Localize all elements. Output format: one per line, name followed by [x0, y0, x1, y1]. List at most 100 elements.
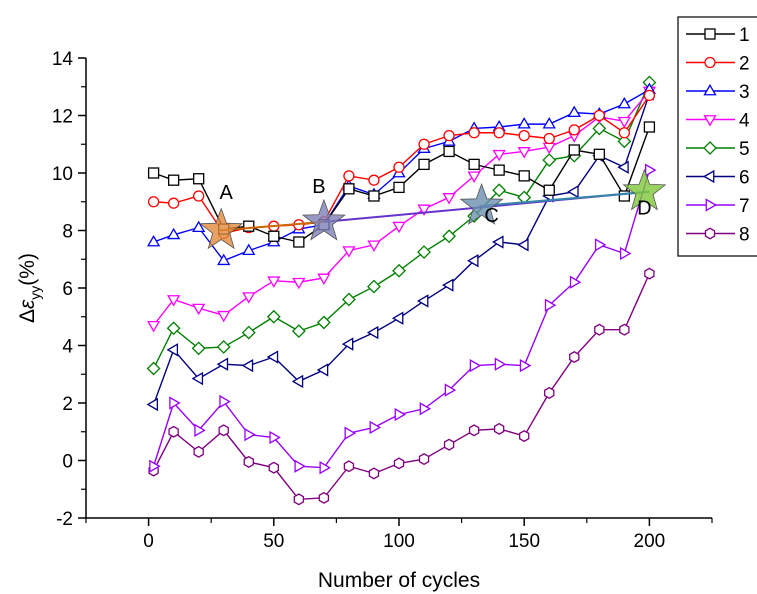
- y-axis-label-epsilon: ε: [16, 299, 39, 309]
- star-marker: [622, 168, 667, 211]
- data-point: [269, 430, 281, 445]
- data-point: [268, 461, 279, 474]
- data-point: [493, 164, 505, 176]
- data-point: [166, 321, 181, 336]
- data-point: [216, 340, 231, 354]
- y-tick-label: 4: [62, 337, 73, 358]
- data-point: [166, 343, 179, 357]
- legend-label: 5: [739, 139, 750, 160]
- data-point: [492, 149, 506, 162]
- data-point: [468, 158, 480, 171]
- data-point: [467, 171, 481, 183]
- data-point: [493, 127, 505, 139]
- data-point: [544, 298, 557, 312]
- data-point: [594, 238, 607, 252]
- x-tick-label: 100: [383, 531, 415, 552]
- data-point: [192, 220, 206, 233]
- data-point: [293, 236, 305, 248]
- data-point: [342, 246, 356, 258]
- data-point: [443, 145, 455, 158]
- data-point: [569, 350, 580, 364]
- data-point: [341, 337, 354, 351]
- data-point: [241, 325, 256, 340]
- legend-item: 5: [686, 139, 750, 160]
- data-point: [343, 170, 355, 182]
- data-point: [618, 127, 631, 139]
- data-point: [147, 167, 160, 179]
- y-tick-label: 14: [52, 49, 74, 70]
- data-point: [242, 243, 256, 256]
- data-point: [618, 190, 631, 202]
- data-point: [146, 234, 161, 247]
- data-point: [291, 324, 306, 339]
- data-point: [568, 124, 580, 136]
- y-tick-label: 10: [52, 164, 73, 185]
- data-point: [492, 183, 507, 198]
- annotation-label: D: [637, 198, 651, 220]
- y-axis-label-unit: (%): [16, 253, 39, 286]
- data-point: [391, 311, 404, 325]
- connector-line: [479, 190, 650, 208]
- data-point: [518, 170, 530, 182]
- data-point: [442, 193, 456, 205]
- series-8: [148, 267, 655, 506]
- data-point: [167, 174, 180, 186]
- legend-label: 6: [739, 168, 750, 189]
- legend-box: [677, 16, 757, 257]
- data-point: [517, 117, 531, 129]
- y-tick-label: 8: [62, 222, 73, 243]
- y-tick-label: 2: [62, 394, 73, 415]
- data-point: [193, 173, 205, 185]
- data-point: [543, 132, 555, 145]
- data-point: [343, 183, 355, 195]
- data-point: [241, 358, 254, 373]
- data-point: [392, 263, 406, 278]
- data-point: [146, 320, 161, 333]
- data-point: [443, 129, 455, 142]
- data-point: [592, 121, 607, 136]
- data-point: [593, 109, 605, 122]
- data-point: [318, 491, 330, 504]
- data-point: [442, 278, 454, 292]
- data-point: [368, 174, 380, 186]
- data-point: [367, 240, 381, 252]
- data-point: [702, 169, 715, 184]
- data-point: [193, 445, 204, 458]
- data-point: [467, 254, 479, 268]
- data-point: [368, 467, 380, 480]
- data-point: [146, 397, 159, 412]
- y-tick-label: 6: [62, 279, 73, 300]
- data-point: [217, 253, 231, 266]
- x-tick-label: 0: [143, 531, 154, 552]
- annotation-label: B: [312, 176, 325, 198]
- data-point: [493, 422, 505, 435]
- legend: 1 2 3 4 5 6 7 8: [677, 16, 757, 257]
- legend-item: 7: [686, 196, 750, 217]
- data-point: [393, 457, 405, 470]
- star-marker: [301, 198, 346, 241]
- legend-label: 7: [739, 196, 750, 217]
- legend-item: 1: [686, 25, 750, 46]
- legend-label: 1: [739, 25, 750, 46]
- data-point: [419, 402, 432, 416]
- data-point: [169, 396, 181, 410]
- data-point: [517, 147, 531, 159]
- y-axis-label-subscript: yy: [27, 286, 43, 300]
- data-point: [492, 235, 504, 249]
- data-point: [619, 323, 630, 336]
- series-7: [149, 163, 657, 475]
- data-point: [519, 358, 532, 373]
- data-point: [416, 294, 429, 308]
- data-point: [292, 277, 306, 290]
- data-point: [193, 190, 205, 202]
- data-point: [519, 430, 530, 443]
- legend-item: 6: [686, 168, 750, 189]
- data-point: [518, 129, 530, 142]
- data-point: [617, 134, 632, 149]
- data-point: [469, 358, 482, 373]
- x-tick-label: 50: [263, 531, 284, 552]
- data-point: [703, 115, 717, 127]
- data-point: [316, 363, 329, 377]
- data-point: [569, 275, 582, 289]
- data-point: [617, 116, 631, 129]
